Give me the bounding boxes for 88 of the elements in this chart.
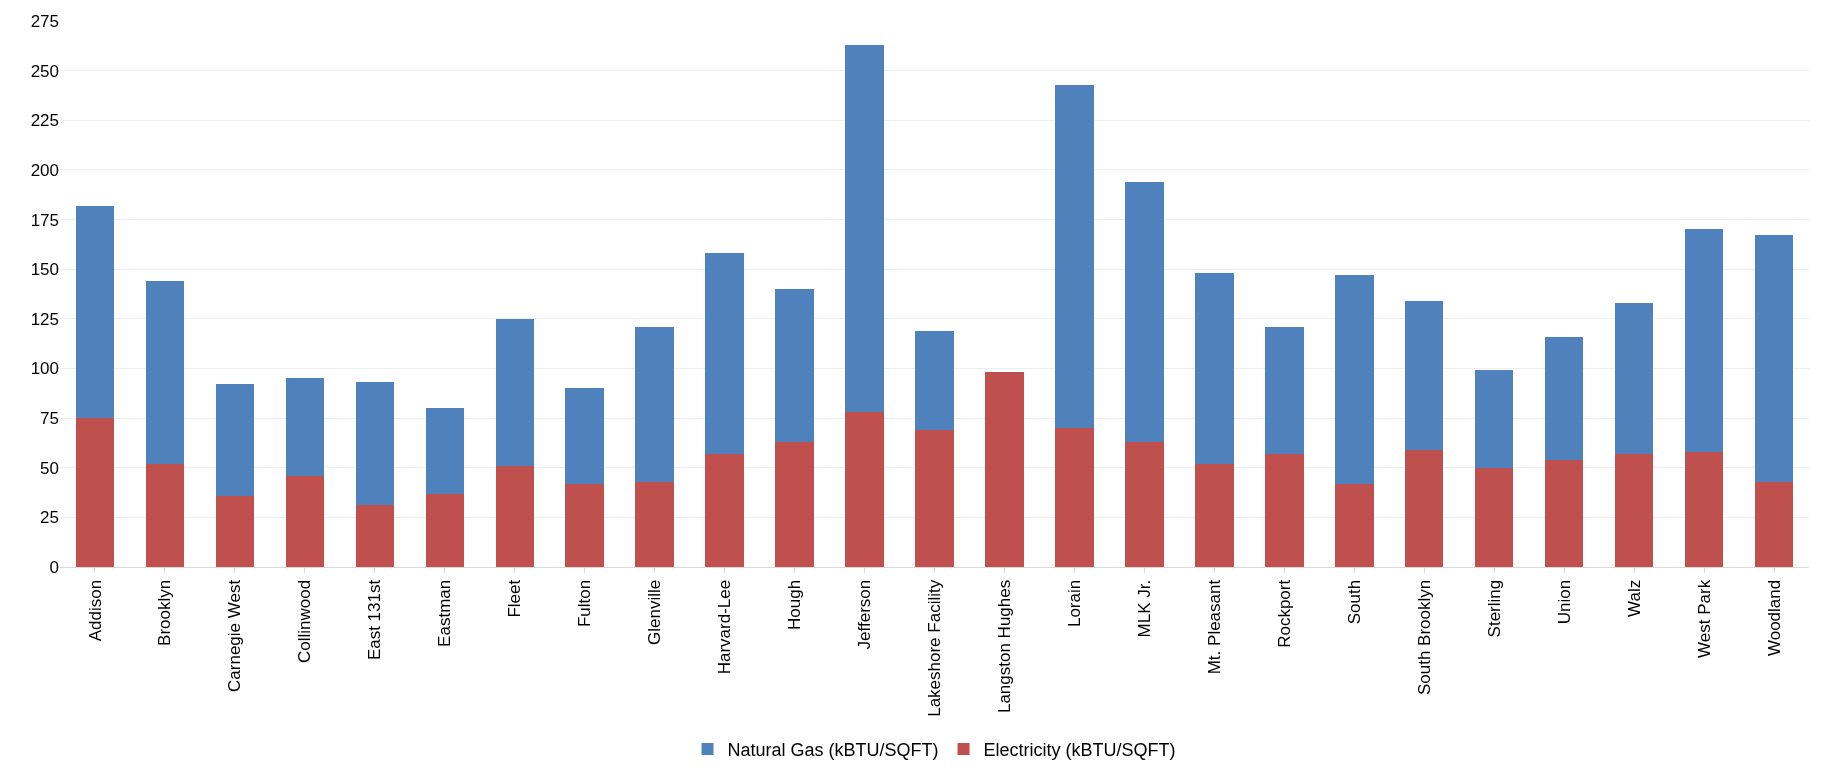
bar [1265, 453, 1304, 567]
y-tick-label: 25 [40, 508, 59, 528]
bar [285, 475, 325, 567]
x-tick-label: South Brooklyn [1414, 579, 1434, 696]
x-tick-label: Brooklyn [155, 579, 175, 646]
x-tick-label: Sterling [1484, 579, 1504, 638]
bar [845, 412, 884, 567]
x-tick-label: Carnegie West [225, 579, 245, 692]
bar [1684, 451, 1724, 567]
bar [1754, 235, 1794, 482]
bar [355, 505, 395, 567]
y-tick-label: 200 [30, 160, 59, 180]
bar [1404, 300, 1444, 450]
x-tick-label: MLK Jr. [1134, 579, 1154, 638]
bar [355, 382, 395, 506]
x-tick-label: Mt. Pleasant [1204, 579, 1224, 675]
y-tick-label: 125 [30, 309, 59, 329]
x-tick-label: Walz [1624, 579, 1644, 617]
x-tick-label: Fulton [575, 579, 595, 628]
x-tick-label: Fleet [505, 579, 525, 618]
y-tick-label: 225 [30, 111, 59, 131]
legend-label: Electricity (kBTU/SQFT) [983, 740, 1176, 761]
y-tick-label: 175 [30, 210, 59, 230]
y-tick-label: 275 [30, 11, 59, 31]
bar [1055, 84, 1094, 429]
bar [425, 493, 465, 567]
x-tick-label: Glenville [645, 579, 665, 645]
bar [1335, 483, 1374, 567]
bar [1614, 453, 1654, 567]
y-tick-label: 250 [30, 61, 59, 81]
bar [495, 318, 534, 466]
bar [1335, 275, 1374, 484]
x-tick-label: Jefferson [855, 579, 875, 650]
bar [705, 453, 744, 567]
x-tick-label: Lorain [1064, 579, 1084, 628]
bar [215, 495, 255, 567]
bar [1125, 181, 1164, 442]
x-tick-label: Hough [785, 579, 805, 630]
bar [75, 205, 115, 419]
bar [1195, 273, 1234, 464]
bar [1474, 467, 1514, 567]
bar [845, 44, 884, 413]
bar [705, 253, 744, 454]
x-tick-label: Addison [85, 579, 105, 642]
x-tick-label: Collinwood [295, 579, 315, 663]
bar [635, 326, 674, 482]
x-tick-label: East 131st [365, 579, 385, 661]
bar [915, 330, 954, 430]
bar [215, 384, 255, 496]
bar [425, 408, 465, 494]
x-tick-label: West Park [1694, 579, 1714, 658]
bar [1684, 229, 1724, 452]
bar [565, 388, 604, 484]
legend-label: Natural Gas (kBTU/SQFT) [727, 740, 939, 761]
bar [1055, 428, 1094, 567]
x-tick-label: Eastman [435, 579, 455, 647]
bar [1404, 449, 1444, 567]
bar [1125, 441, 1164, 567]
bar [915, 430, 954, 567]
bar [1195, 463, 1234, 567]
y-tick-label: 75 [40, 409, 59, 429]
x-tick-label: Lakeshore Facility [925, 579, 945, 717]
x-tick-label: South [1344, 579, 1364, 625]
bar [495, 465, 534, 567]
y-tick-label: 50 [40, 458, 59, 478]
bar [1614, 302, 1654, 454]
x-tick-label: Harvard-Lee [715, 579, 735, 675]
x-tick-label: Union [1554, 579, 1574, 625]
bar [985, 372, 1024, 567]
bar [145, 463, 185, 567]
x-tick-label: Langston Hughes [994, 579, 1014, 714]
y-tick-label: 100 [30, 359, 59, 379]
x-tick-label: Woodland [1764, 579, 1784, 657]
x-tick-label: Rockport [1274, 579, 1294, 648]
bar [75, 418, 115, 567]
bar [1474, 370, 1514, 468]
bar [1265, 326, 1304, 454]
y-tick-label: 150 [30, 260, 59, 280]
bar [1754, 481, 1794, 567]
y-tick-label: 0 [49, 557, 59, 577]
bar [775, 289, 814, 442]
bar [635, 481, 674, 567]
bar [1544, 336, 1584, 460]
bar [285, 378, 325, 476]
bar [145, 281, 185, 464]
bar [1544, 459, 1584, 567]
bar [565, 483, 604, 567]
bar [775, 441, 814, 567]
